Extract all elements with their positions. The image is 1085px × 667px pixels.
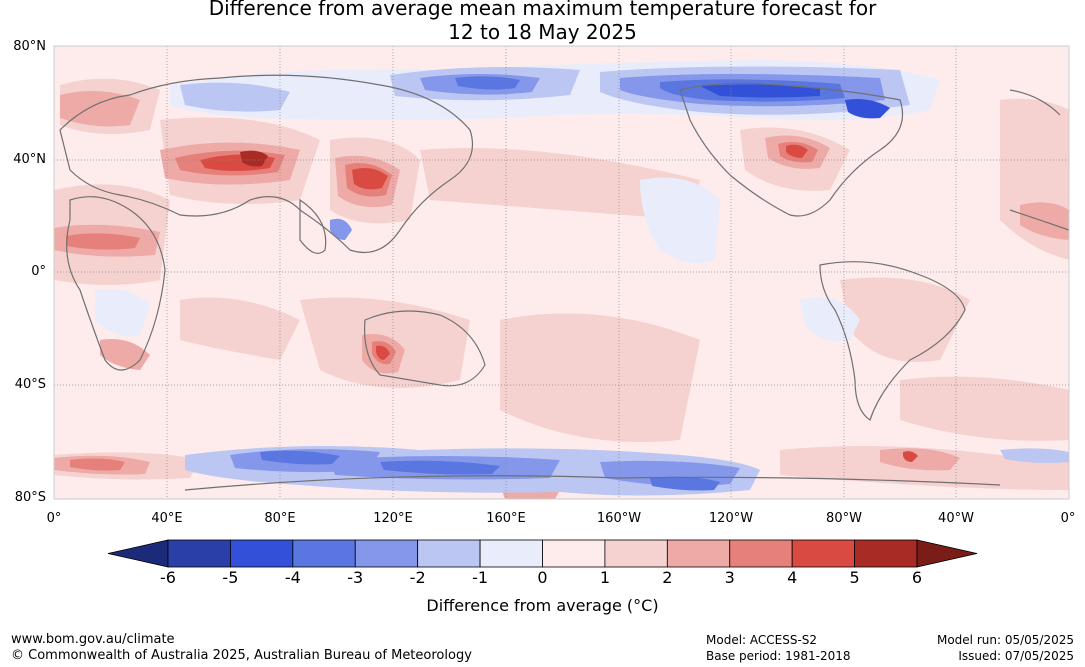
colorbar-tick-label: 3: [724, 568, 735, 587]
colorbar-tick-label: -2: [409, 568, 426, 587]
title-line-2: 12 to 18 May 2025: [448, 20, 637, 44]
colorbar-tick-label: 5: [849, 568, 860, 587]
colorbar-bin: [542, 539, 606, 568]
colorbar-bin: [230, 539, 294, 568]
colorbar-bin: [729, 539, 793, 568]
colorbar-bin: [604, 539, 668, 568]
colorbar: [107, 539, 978, 568]
colorbar-below-min: [107, 539, 169, 568]
colorbar-tick-label: -5: [222, 568, 239, 587]
lat-label-40s: 40°S: [14, 377, 46, 392]
footer-base-period: Base period: 1981-2018: [706, 649, 851, 663]
title-line-1: Difference from average mean maximum tem…: [208, 0, 877, 20]
colorbar-tick-label: 2: [662, 568, 673, 587]
footer-website: www.bom.gov.au/climate: [11, 632, 175, 647]
lat-label-80s: 80°S: [14, 490, 46, 505]
lon-label-160e: 160°E: [486, 511, 526, 526]
footer-issued: Issued: 07/05/2025: [958, 649, 1074, 663]
coastlines: [59, 74, 1069, 491]
colorbar-bin: [417, 539, 481, 568]
colorbar-tick-label: -4: [284, 568, 301, 587]
map-frame: [53, 45, 1070, 500]
lat-label-0: 0°: [31, 264, 46, 279]
lat-label-40n: 40°N: [13, 152, 46, 167]
lon-label-80w: 80°W: [826, 511, 862, 526]
footer-model-run: Model run: 05/05/2025: [936, 633, 1074, 647]
colorbar-above-max: [916, 539, 978, 568]
chart-title: Difference from average mean maximum tem…: [0, 0, 1085, 44]
colorbar-bin: [479, 539, 543, 568]
colorbar-bin: [354, 539, 419, 568]
colorbar-tick-label: -1: [472, 568, 489, 587]
colorbar-bin: [292, 539, 356, 568]
graticule: [54, 46, 1069, 499]
colorbar-tick-label: -3: [347, 568, 364, 587]
colorbar-tick-label: 0: [537, 568, 548, 587]
map-field: [54, 46, 1069, 499]
footer-model: Model: ACCESS-S2: [706, 633, 818, 647]
colorbar-tick-label: 4: [787, 568, 798, 587]
temperature-anomaly-map: [53, 45, 1070, 500]
colorbar-bin: [167, 539, 231, 568]
lon-label-0-right: 0°: [1060, 511, 1076, 526]
lon-label-0-left: 0°: [46, 511, 62, 526]
colorbar-tick-label: -6: [160, 568, 176, 587]
colorbar-tick-label: 1: [599, 568, 610, 587]
lat-label-80n: 80°N: [13, 39, 46, 54]
colorbar-bin: [791, 539, 855, 568]
lon-label-120e: 120°E: [373, 511, 413, 526]
colorbar-tick-label: 6: [911, 568, 923, 587]
colorbar-bin: [666, 539, 731, 568]
footer-copyright: © Commonwealth of Australia 2025, Austra…: [11, 648, 472, 663]
lon-label-40w: 40°W: [938, 511, 974, 526]
lon-label-120w: 120°W: [708, 511, 754, 526]
colorbar-bin: [854, 539, 918, 568]
lon-label-80e: 80°E: [264, 511, 296, 526]
colorbar-label: Difference from average (°C): [426, 596, 659, 615]
lon-label-160w: 160°W: [596, 511, 642, 526]
lon-label-40e: 40°E: [151, 511, 183, 526]
